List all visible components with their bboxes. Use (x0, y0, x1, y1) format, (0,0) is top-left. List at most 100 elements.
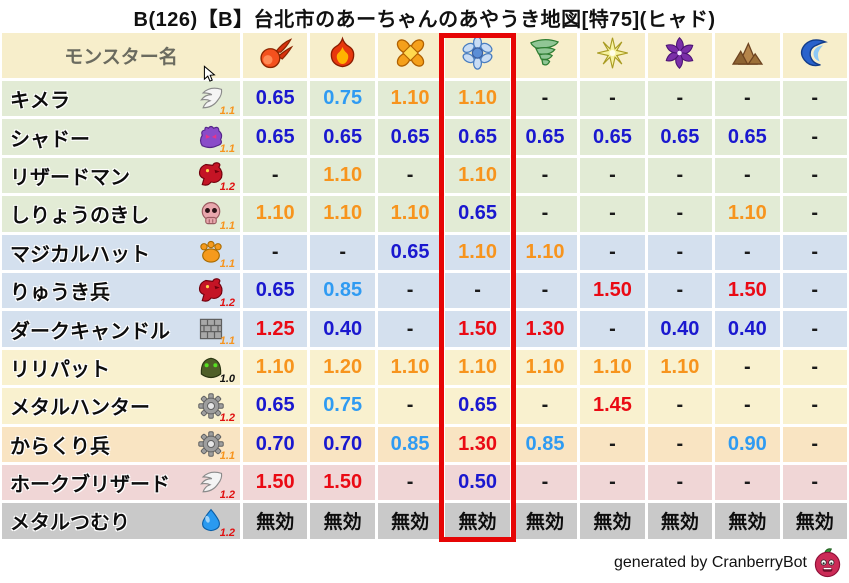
dragon-icon: 1.2 (196, 160, 235, 193)
value-cell: 1.10 (445, 234, 510, 270)
value-cell: 0.70 (243, 426, 308, 462)
gear-icon: 1.1 (196, 429, 235, 462)
value-cell: 0.65 (243, 388, 308, 424)
version-badge: 1.1 (219, 335, 235, 347)
value-cell: 1.10 (445, 81, 510, 117)
ghost-icon: 1.1 (196, 122, 235, 155)
value-cell: - (580, 196, 645, 232)
monster-name: からくり兵 (10, 435, 110, 458)
value-cell: 0.65 (445, 196, 510, 232)
wave-icon (796, 36, 833, 75)
monster-row-ダークキャンドル: ダークキャンドル 1.1 (2, 311, 240, 347)
footer: generated by CranberryBot (614, 547, 843, 578)
credit-text: generated by CranberryBot (614, 553, 807, 571)
fire-icon (257, 36, 294, 75)
element-header-dark (647, 33, 713, 78)
monster-name: シャドー (10, 128, 90, 151)
value-cell: 0.85 (377, 426, 443, 462)
value-cell: - (647, 464, 713, 501)
brick-icon: 1.1 (196, 314, 235, 347)
monster-row-リリパット: リリパット 1.0 (2, 349, 240, 386)
helmet-icon: 1.0 (196, 352, 235, 385)
value-cell: 0.75 (310, 81, 375, 117)
value-cell: - (782, 81, 847, 117)
value-cell: - (782, 119, 847, 155)
value-cell: - (580, 234, 645, 270)
version-badge: 1.2 (219, 526, 235, 539)
value-cell: 0.70 (310, 426, 375, 462)
value-cell: 0.85 (512, 426, 578, 462)
monster-row-キメラ: キメラ 1.1 (2, 81, 240, 117)
value-cell: - (512, 157, 578, 194)
value-cell: 1.10 (445, 349, 510, 386)
monster-name-header: モンスター名 (2, 33, 240, 78)
value-cell: - (782, 157, 847, 194)
value-cell: - (377, 311, 443, 347)
value-cell: - (647, 426, 713, 462)
value-cell: 0.65 (243, 272, 308, 309)
value-cell: 0.65 (647, 119, 713, 155)
value-cell: 1.10 (377, 196, 443, 232)
skull-icon: 1.1 (196, 199, 235, 231)
value-cell: 0.65 (715, 119, 780, 155)
monster-row-シャドー: シャドー 1.1 (2, 119, 240, 155)
version-badge: 1.2 (219, 296, 235, 309)
value-cell: - (647, 81, 713, 117)
value-cell: - (512, 464, 578, 501)
value-cell: - (715, 349, 780, 386)
value-cell: - (647, 234, 713, 270)
monster-name: メタルハンター (10, 397, 150, 420)
version-badge: 1.2 (219, 488, 235, 501)
value-cell: - (512, 196, 578, 232)
value-cell: 無効 (647, 503, 713, 539)
monster-name: マジカルハット (10, 243, 150, 266)
light-icon (594, 36, 631, 75)
value-cell: 1.10 (243, 196, 308, 232)
value-cell: 1.50 (243, 464, 308, 501)
value-cell: 0.40 (647, 311, 713, 347)
version-badge: 1.1 (219, 450, 235, 462)
value-cell: 無効 (782, 503, 847, 539)
version-badge: 1.1 (219, 219, 235, 232)
value-cell: - (243, 157, 308, 194)
value-cell: 0.65 (243, 119, 308, 155)
gear-icon: 1.2 (196, 391, 235, 423)
element-header-wind (512, 33, 578, 78)
monster-row-しりょうのきし: しりょうのきし 1.1 (2, 196, 240, 232)
monster-row-からくり兵: からくり兵 1.1 (2, 426, 240, 462)
value-cell: - (512, 388, 578, 424)
value-cell: 0.65 (310, 119, 375, 155)
value-cell: - (715, 157, 780, 194)
element-header-light (580, 33, 645, 78)
monster-row-ホークブリザード: ホークブリザード 1.2 (2, 464, 240, 501)
monster-row-メタルつむり: メタルつむり 1.2 (2, 503, 240, 539)
value-cell: - (782, 349, 847, 386)
value-cell: - (445, 272, 510, 309)
value-cell: 1.50 (310, 464, 375, 501)
value-cell: 0.90 (715, 426, 780, 462)
value-cell: 0.65 (445, 388, 510, 424)
value-cell: 1.50 (580, 272, 645, 309)
value-cell: - (782, 426, 847, 462)
value-cell: - (715, 388, 780, 424)
value-cell: 無効 (580, 503, 645, 539)
value-cell: 0.65 (377, 119, 443, 155)
version-badge: 1.1 (219, 104, 235, 117)
value-cell: 0.65 (512, 119, 578, 155)
value-cell: - (580, 426, 645, 462)
value-cell: - (580, 81, 645, 117)
value-cell: 1.10 (243, 349, 308, 386)
ice-icon (459, 36, 496, 75)
flame-icon (324, 36, 361, 75)
monster-name: しりょうのきし (10, 205, 150, 228)
value-cell: 無効 (512, 503, 578, 539)
element-header-flame (310, 33, 375, 78)
value-cell: 1.10 (310, 157, 375, 194)
value-cell: - (377, 388, 443, 424)
value-cell: 1.10 (715, 196, 780, 232)
monster-row-りゅうき兵: りゅうき兵 1.2 (2, 272, 240, 309)
value-cell: - (715, 464, 780, 501)
resistance-table: モンスター名 キメラ 1.1 0.65 0.75 1.10 1.10- - - - - シャドー 1.… (2, 33, 847, 539)
value-cell: - (715, 81, 780, 117)
version-badge: 1.2 (219, 411, 235, 424)
